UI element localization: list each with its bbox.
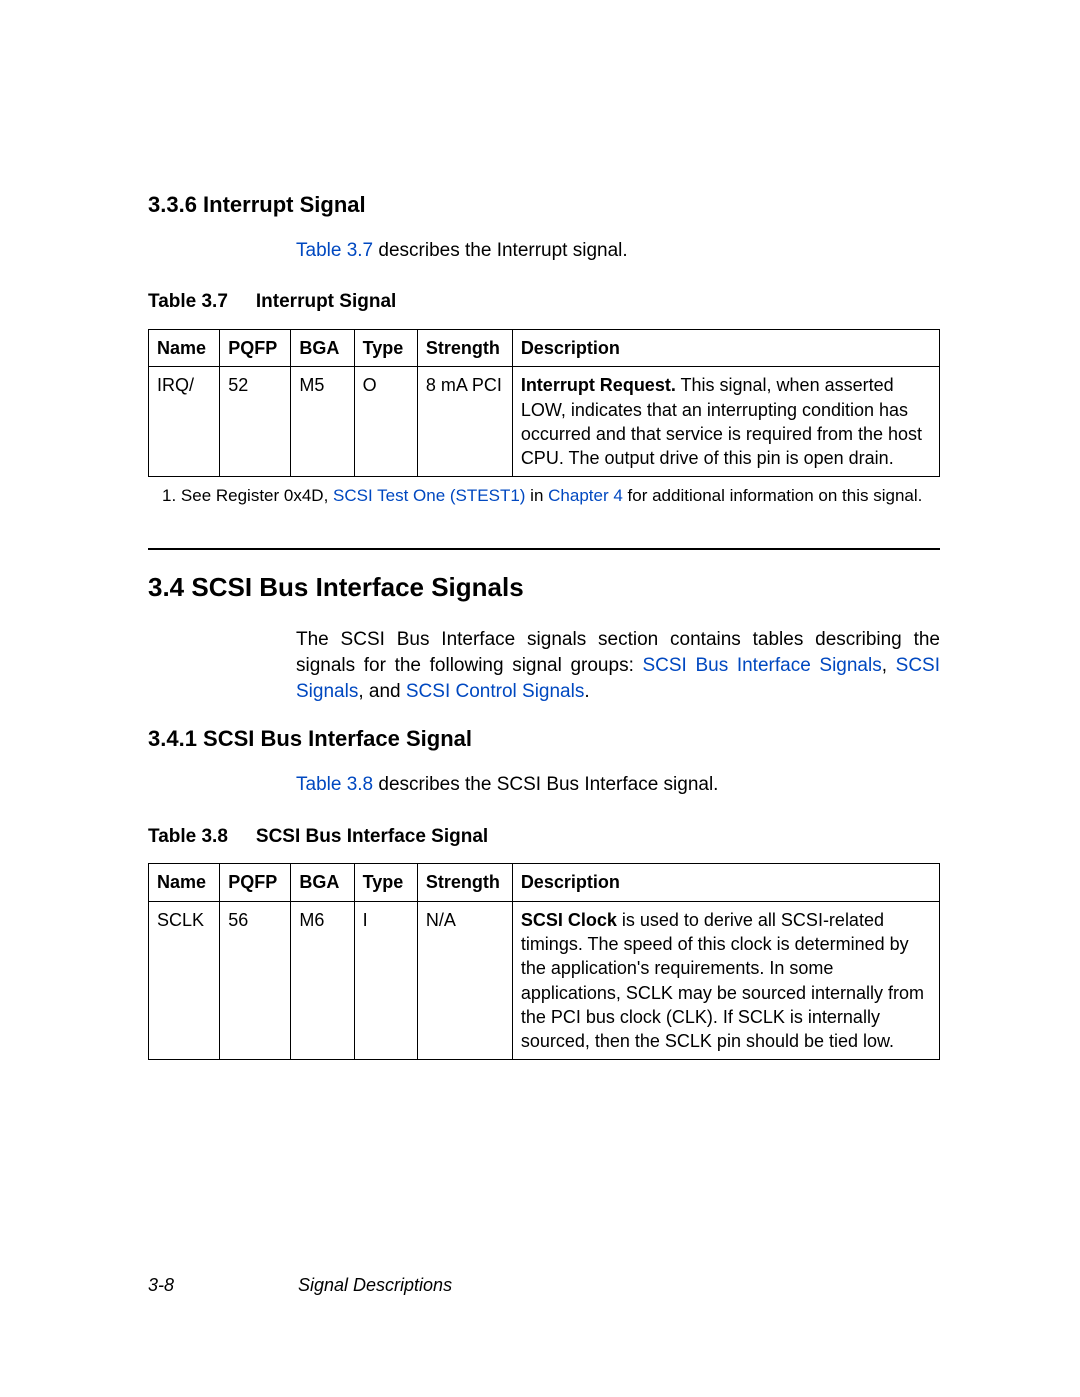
col-bga: BGA (291, 329, 354, 366)
cell-type: O (354, 367, 417, 477)
footer-title: Signal Descriptions (298, 1275, 452, 1295)
desc-bold: SCSI Clock (521, 910, 617, 930)
col-desc: Description (512, 329, 939, 366)
footnote-mid: in (525, 486, 548, 505)
cell-desc: Interrupt Request. This signal, when ass… (512, 367, 939, 477)
col-bga: BGA (291, 864, 354, 901)
desc-rest: is used to derive all SCSI-related timin… (521, 910, 924, 1051)
page-number: 3-8 (148, 1273, 298, 1297)
link-table-3-8[interactable]: Table 3.8 (296, 774, 373, 795)
para-3-4: The SCSI Bus Interface signals section c… (296, 627, 940, 704)
cell-bga: M6 (291, 901, 354, 1060)
table-header-row: Name PQFP BGA Type Strength Description (149, 864, 940, 901)
cell-type: I (354, 901, 417, 1060)
table-header-row: Name PQFP BGA Type Strength Description (149, 329, 940, 366)
table-3-7: Name PQFP BGA Type Strength Description … (148, 329, 940, 477)
link-table-3-7[interactable]: Table 3.7 (296, 240, 373, 261)
link-scsi-bus-interface-signals[interactable]: SCSI Bus Interface Signals (642, 655, 881, 676)
intro-3-4-1-text: describes the SCSI Bus Interface signal. (373, 774, 718, 795)
col-type: Type (354, 329, 417, 366)
cell-desc: SCSI Clock is used to derive all SCSI-re… (512, 901, 939, 1060)
cell-pqfp: 56 (220, 901, 291, 1060)
heading-3-4-1: 3.4.1 SCSI Bus Interface Signal (148, 724, 940, 754)
intro-3-3-6: Table 3.7 describes the Interrupt signal… (296, 238, 940, 264)
cell-name: IRQ/ (149, 367, 220, 477)
sep2: , and (358, 681, 406, 702)
link-stest1[interactable]: SCSI Test One (STEST1) (333, 486, 525, 505)
table-3-7-title: Interrupt Signal (256, 291, 396, 312)
sep1: , (882, 655, 896, 676)
table-3-7-caption: Table 3.7 Interrupt Signal (148, 289, 940, 315)
col-strength: Strength (417, 864, 512, 901)
cell-pqfp: 52 (220, 367, 291, 477)
desc-bold: Interrupt Request. (521, 375, 676, 395)
table-row: IRQ/ 52 M5 O 8 mA PCI Interrupt Request.… (149, 367, 940, 477)
cell-name: SCLK (149, 901, 220, 1060)
footnote-pre: 1. See Register 0x4D, (162, 486, 333, 505)
table-3-8-title: SCSI Bus Interface Signal (256, 826, 488, 847)
table-3-8-caption: Table 3.8 SCSI Bus Interface Signal (148, 824, 940, 850)
page: 3.3.6 Interrupt Signal Table 3.7 describ… (0, 0, 1080, 1397)
cell-bga: M5 (291, 367, 354, 477)
cell-strength: N/A (417, 901, 512, 1060)
para-3-4-post: . (584, 681, 589, 702)
col-type: Type (354, 864, 417, 901)
table-3-7-label: Table 3.7 (148, 291, 228, 312)
intro-3-4-1: Table 3.8 describes the SCSI Bus Interfa… (296, 772, 940, 798)
col-desc: Description (512, 864, 939, 901)
page-footer: 3-8Signal Descriptions (148, 1273, 452, 1297)
cell-strength: 8 mA PCI (417, 367, 512, 477)
col-name: Name (149, 329, 220, 366)
heading-3-3-6: 3.3.6 Interrupt Signal (148, 190, 940, 220)
footnote-post: for additional information on this signa… (623, 486, 923, 505)
table-3-8-label: Table 3.8 (148, 826, 228, 847)
link-scsi-control-signals[interactable]: SCSI Control Signals (406, 681, 584, 702)
col-pqfp: PQFP (220, 329, 291, 366)
col-name: Name (149, 864, 220, 901)
link-chapter-4[interactable]: Chapter 4 (548, 486, 623, 505)
table-3-8: Name PQFP BGA Type Strength Description … (148, 863, 940, 1060)
intro-3-3-6-text: describes the Interrupt signal. (373, 240, 628, 261)
col-strength: Strength (417, 329, 512, 366)
table-row: SCLK 56 M6 I N/A SCSI Clock is used to d… (149, 901, 940, 1060)
col-pqfp: PQFP (220, 864, 291, 901)
section-rule (148, 548, 940, 550)
footnote-1: 1. See Register 0x4D, SCSI Test One (STE… (162, 485, 940, 508)
heading-3-4: 3.4 SCSI Bus Interface Signals (148, 570, 940, 605)
